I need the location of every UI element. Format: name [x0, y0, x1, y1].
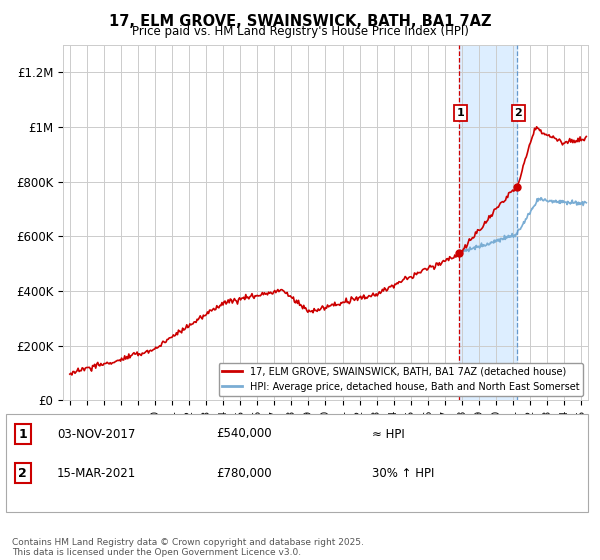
Text: 30% ↑ HPI: 30% ↑ HPI	[372, 466, 434, 480]
Text: £780,000: £780,000	[216, 466, 272, 480]
Text: 17, ELM GROVE, SWAINSWICK, BATH, BA1 7AZ: 17, ELM GROVE, SWAINSWICK, BATH, BA1 7AZ	[109, 14, 491, 29]
Text: 03-NOV-2017: 03-NOV-2017	[57, 427, 136, 441]
Text: Price paid vs. HM Land Registry's House Price Index (HPI): Price paid vs. HM Land Registry's House …	[131, 25, 469, 38]
Bar	[459, 45, 517, 400]
Text: 2: 2	[514, 108, 522, 118]
Text: £540,000: £540,000	[216, 427, 272, 441]
Legend: 17, ELM GROVE, SWAINSWICK, BATH, BA1 7AZ (detached house), HPI: Average price, d: 17, ELM GROVE, SWAINSWICK, BATH, BA1 7AZ…	[218, 363, 583, 395]
Text: 15-MAR-2021: 15-MAR-2021	[57, 466, 136, 480]
Text: Contains HM Land Registry data © Crown copyright and database right 2025.
This d: Contains HM Land Registry data © Crown c…	[12, 538, 364, 557]
Text: 2: 2	[19, 466, 27, 480]
Text: ≈ HPI: ≈ HPI	[372, 427, 405, 441]
Text: 1: 1	[457, 108, 465, 118]
Text: 1: 1	[19, 427, 27, 441]
